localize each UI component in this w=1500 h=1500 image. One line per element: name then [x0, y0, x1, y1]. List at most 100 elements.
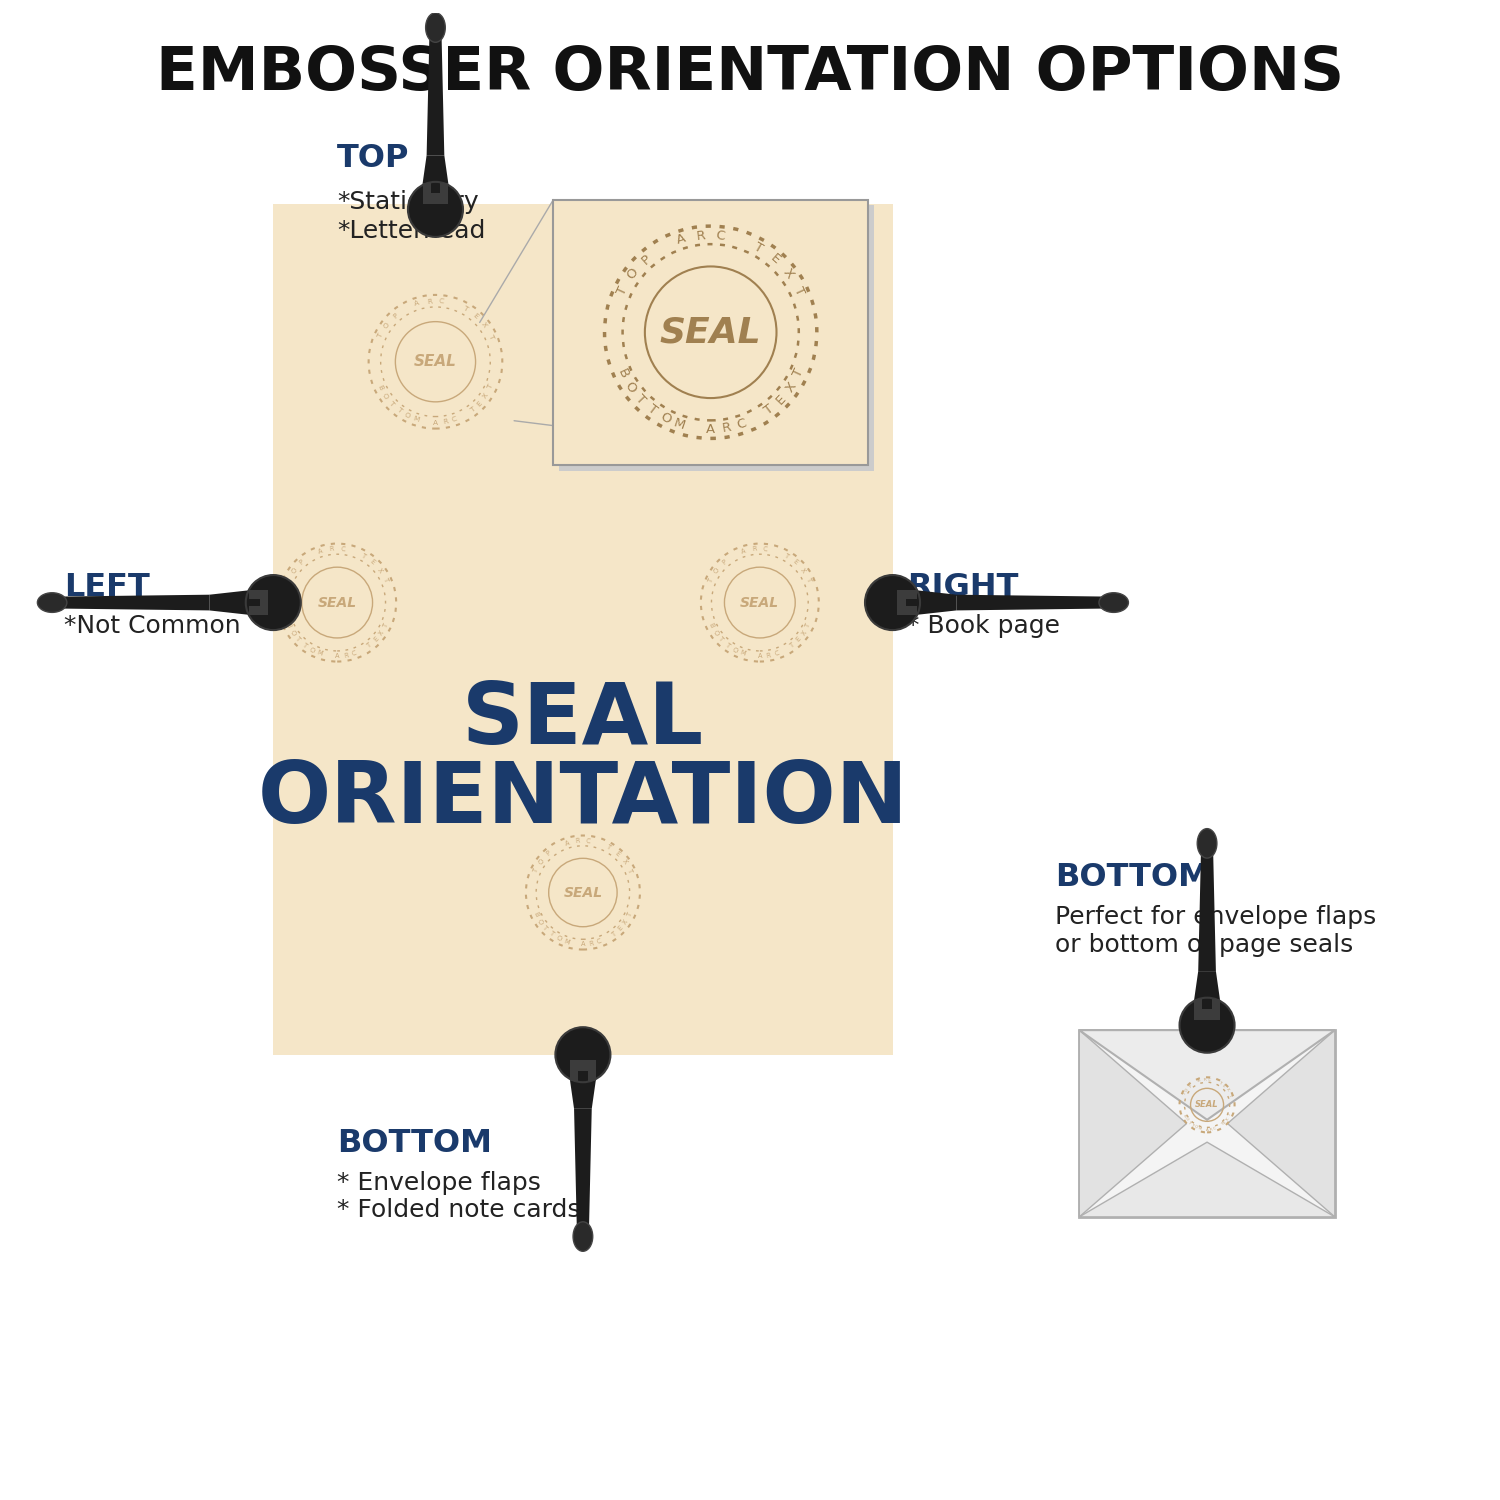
Text: A: A [318, 548, 324, 555]
Text: SEAL: SEAL [660, 315, 762, 350]
Text: B: B [376, 384, 384, 392]
Circle shape [1179, 998, 1234, 1053]
Text: T: T [789, 642, 795, 650]
Text: C: C [716, 228, 726, 243]
Text: R: R [722, 422, 732, 435]
Text: M: M [672, 417, 687, 432]
Bar [554, 200, 868, 465]
Text: E: E [792, 558, 800, 566]
Text: A: A [675, 232, 687, 248]
Text: T: T [790, 285, 807, 297]
Text: O: O [381, 392, 390, 400]
Text: T: T [376, 333, 384, 339]
Text: C: C [1208, 1078, 1210, 1082]
Text: C: C [585, 837, 591, 844]
Text: A: A [414, 300, 420, 307]
Text: * Folded note cards: * Folded note cards [338, 1198, 580, 1222]
Text: T: T [1186, 1120, 1191, 1125]
Polygon shape [1227, 1030, 1335, 1216]
Text: X: X [621, 858, 628, 865]
Text: B: B [1182, 1113, 1186, 1118]
Text: R: R [1209, 1128, 1214, 1131]
Text: B: B [285, 622, 292, 628]
Text: R: R [574, 837, 580, 844]
Text: A: A [334, 652, 339, 658]
Text: ORIENTATION: ORIENTATION [258, 758, 909, 840]
Text: T: T [1227, 1113, 1232, 1118]
Text: A: A [1206, 1128, 1209, 1132]
Text: A: A [580, 942, 585, 948]
Text: R: R [1203, 1078, 1206, 1082]
Text: A: A [706, 423, 716, 436]
Text: T: T [762, 402, 777, 417]
Text: X: X [1226, 1116, 1230, 1120]
Text: C: C [340, 546, 345, 552]
Text: R: R [752, 546, 758, 552]
Bar [560, 206, 874, 471]
Text: BOTTOM: BOTTOM [338, 1128, 492, 1158]
Text: X: X [622, 918, 630, 926]
Text: O: O [730, 646, 738, 654]
Text: or bottom of page seals: or bottom of page seals [1054, 933, 1353, 957]
Polygon shape [574, 1108, 592, 1236]
Polygon shape [53, 594, 210, 610]
Text: T: T [615, 285, 630, 297]
Text: T: T [627, 867, 633, 873]
Text: X: X [376, 567, 384, 574]
Text: T: T [604, 844, 612, 850]
Text: X: X [800, 567, 807, 574]
Text: T: T [790, 368, 807, 380]
Text: O: O [290, 567, 298, 574]
Text: * Envelope flaps: * Envelope flaps [338, 1170, 542, 1194]
Text: X: X [378, 628, 386, 636]
Text: E: E [616, 924, 624, 932]
Text: O: O [657, 410, 674, 426]
Text: RIGHT: RIGHT [908, 573, 1019, 603]
Text: T: T [488, 333, 495, 339]
Text: E: E [774, 392, 789, 406]
Text: T: T [542, 924, 549, 932]
Text: T: T [1218, 1080, 1221, 1086]
Text: B: B [708, 622, 716, 628]
Text: P: P [298, 558, 304, 566]
Text: R: R [344, 652, 348, 658]
Polygon shape [210, 590, 254, 615]
Text: TOP: TOP [338, 142, 410, 174]
Text: R: R [442, 419, 448, 424]
Polygon shape [957, 594, 1113, 610]
Text: M: M [413, 416, 420, 423]
Text: O: O [404, 411, 411, 420]
Circle shape [555, 1028, 610, 1081]
Text: A: A [564, 840, 570, 846]
Text: T: T [294, 636, 302, 644]
Text: C: C [735, 417, 748, 432]
Ellipse shape [1197, 828, 1216, 858]
Text: O: O [537, 858, 546, 865]
Text: R: R [328, 546, 334, 552]
Text: *Stationery: *Stationery [338, 189, 478, 213]
Polygon shape [426, 27, 444, 156]
Polygon shape [897, 590, 916, 615]
Text: C: C [351, 650, 357, 657]
Text: O: O [1192, 1125, 1197, 1130]
Text: T: T [708, 576, 716, 584]
Text: T: T [488, 384, 495, 392]
Text: T: T [382, 622, 390, 628]
Circle shape [865, 574, 919, 630]
Text: T: T [1227, 1092, 1232, 1096]
Text: M: M [562, 938, 570, 945]
Text: X: X [801, 628, 808, 636]
Polygon shape [249, 590, 268, 615]
Text: E: E [372, 636, 380, 644]
Text: X: X [1224, 1088, 1230, 1092]
Text: E: E [1221, 1083, 1226, 1089]
Text: SEAL: SEAL [564, 885, 603, 900]
Text: T: T [394, 406, 402, 414]
Text: EMBOSSER ORIENTATION OPTIONS: EMBOSSER ORIENTATION OPTIONS [156, 45, 1344, 104]
Text: T: T [806, 622, 812, 628]
Text: P: P [1188, 1084, 1192, 1089]
Text: T: T [382, 576, 390, 584]
Text: O: O [555, 934, 562, 942]
Text: A: A [741, 548, 747, 555]
Text: T: T [717, 636, 724, 644]
